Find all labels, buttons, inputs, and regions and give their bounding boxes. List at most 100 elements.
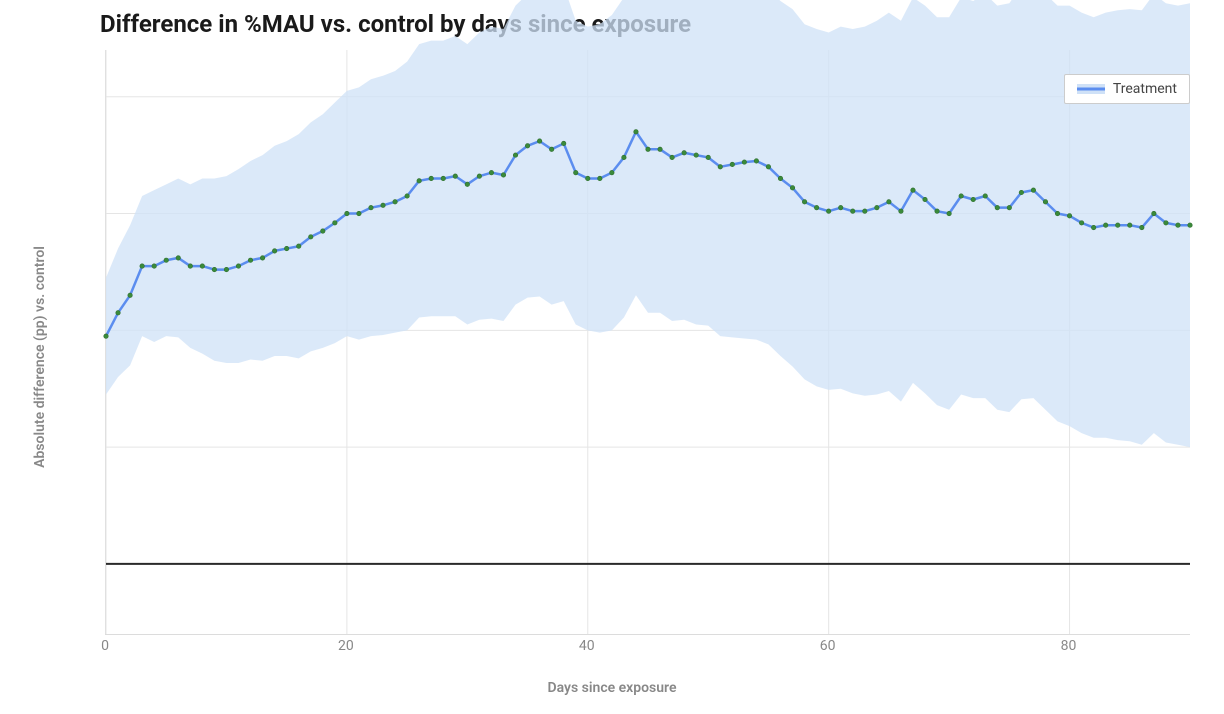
data-marker: [417, 179, 422, 184]
data-marker: [1019, 190, 1024, 195]
data-marker: [923, 197, 928, 202]
legend-swatch: [1077, 82, 1105, 96]
data-marker: [405, 194, 410, 199]
data-marker: [1079, 221, 1084, 226]
chart-container: Difference in %MAU vs. control by days s…: [0, 0, 1224, 714]
data-marker: [694, 153, 699, 158]
data-marker: [260, 256, 265, 260]
data-marker: [802, 200, 807, 205]
data-marker: [1140, 225, 1145, 230]
data-marker: [140, 264, 145, 269]
data-marker: [1091, 225, 1096, 230]
data-marker: [863, 209, 868, 214]
data-marker: [1115, 223, 1120, 228]
data-marker: [718, 165, 723, 170]
data-marker: [754, 159, 759, 164]
data-marker: [1164, 221, 1169, 226]
data-marker: [742, 160, 747, 165]
data-marker: [911, 188, 916, 193]
legend: Treatment: [1064, 74, 1190, 104]
data-marker: [1043, 200, 1048, 205]
x-tick-label: 20: [338, 638, 354, 654]
data-marker: [1031, 188, 1036, 193]
data-marker: [851, 209, 856, 214]
data-marker: [1055, 211, 1060, 216]
data-marker: [321, 229, 326, 234]
data-marker: [959, 194, 964, 199]
y-axis-label: Absolute difference (pp) vs. control: [32, 246, 48, 468]
data-marker: [309, 235, 314, 240]
x-tick-label: 0: [101, 638, 109, 654]
data-marker: [272, 249, 277, 254]
data-marker: [561, 141, 566, 146]
data-marker: [573, 170, 578, 175]
data-marker: [947, 211, 952, 216]
data-marker: [345, 211, 350, 216]
data-marker: [513, 153, 518, 158]
data-marker: [357, 211, 362, 216]
data-marker: [248, 258, 253, 263]
data-marker: [296, 244, 301, 249]
data-marker: [525, 144, 530, 149]
x-tick-label: 80: [1061, 638, 1077, 654]
data-marker: [1128, 223, 1133, 228]
data-marker: [224, 267, 229, 272]
data-marker: [212, 267, 217, 272]
x-tick-label: 60: [820, 638, 836, 654]
data-marker: [899, 209, 904, 214]
data-marker: [465, 182, 470, 187]
data-marker: [610, 170, 615, 175]
data-marker: [838, 205, 843, 210]
legend-label: Treatment: [1113, 81, 1177, 97]
data-marker: [766, 165, 771, 170]
data-marker: [128, 293, 132, 298]
data-marker: [646, 147, 651, 152]
data-marker: [489, 170, 494, 175]
data-marker: [682, 151, 687, 156]
data-marker: [164, 258, 169, 263]
data-marker: [875, 205, 880, 210]
data-marker: [790, 186, 795, 191]
data-marker: [453, 174, 458, 179]
data-marker: [730, 162, 735, 167]
data-marker: [983, 194, 988, 199]
x-axis-label: Days since exposure: [547, 680, 676, 696]
data-marker: [1103, 223, 1108, 228]
data-marker: [501, 173, 506, 178]
data-marker: [381, 203, 386, 208]
data-marker: [658, 147, 663, 152]
data-marker: [200, 264, 205, 269]
data-marker: [236, 264, 241, 269]
data-marker: [971, 197, 976, 202]
data-marker: [188, 264, 193, 269]
data-marker: [598, 176, 603, 181]
data-marker: [778, 176, 783, 181]
data-marker: [176, 256, 181, 260]
data-marker: [670, 155, 675, 160]
data-marker: [935, 209, 940, 214]
data-marker: [622, 155, 627, 160]
data-marker: [1067, 214, 1072, 219]
data-marker: [1152, 211, 1157, 216]
data-marker: [634, 130, 639, 135]
data-marker: [537, 139, 542, 144]
legend-swatch-svg: [1077, 82, 1105, 96]
data-marker: [116, 311, 121, 316]
x-tick-label: 40: [579, 638, 595, 654]
data-marker: [549, 147, 554, 152]
data-marker: [284, 246, 289, 251]
data-marker: [333, 221, 338, 226]
confidence-band: [106, 0, 1190, 447]
data-marker: [441, 176, 446, 181]
data-marker: [369, 205, 374, 210]
data-marker: [1176, 223, 1181, 228]
data-marker: [826, 209, 831, 214]
data-marker: [586, 176, 591, 181]
data-marker: [152, 264, 157, 269]
data-marker: [1188, 223, 1193, 228]
data-marker: [477, 174, 482, 179]
data-marker: [995, 205, 1000, 210]
data-marker: [706, 155, 711, 160]
data-marker: [393, 200, 398, 205]
data-marker: [104, 334, 109, 339]
